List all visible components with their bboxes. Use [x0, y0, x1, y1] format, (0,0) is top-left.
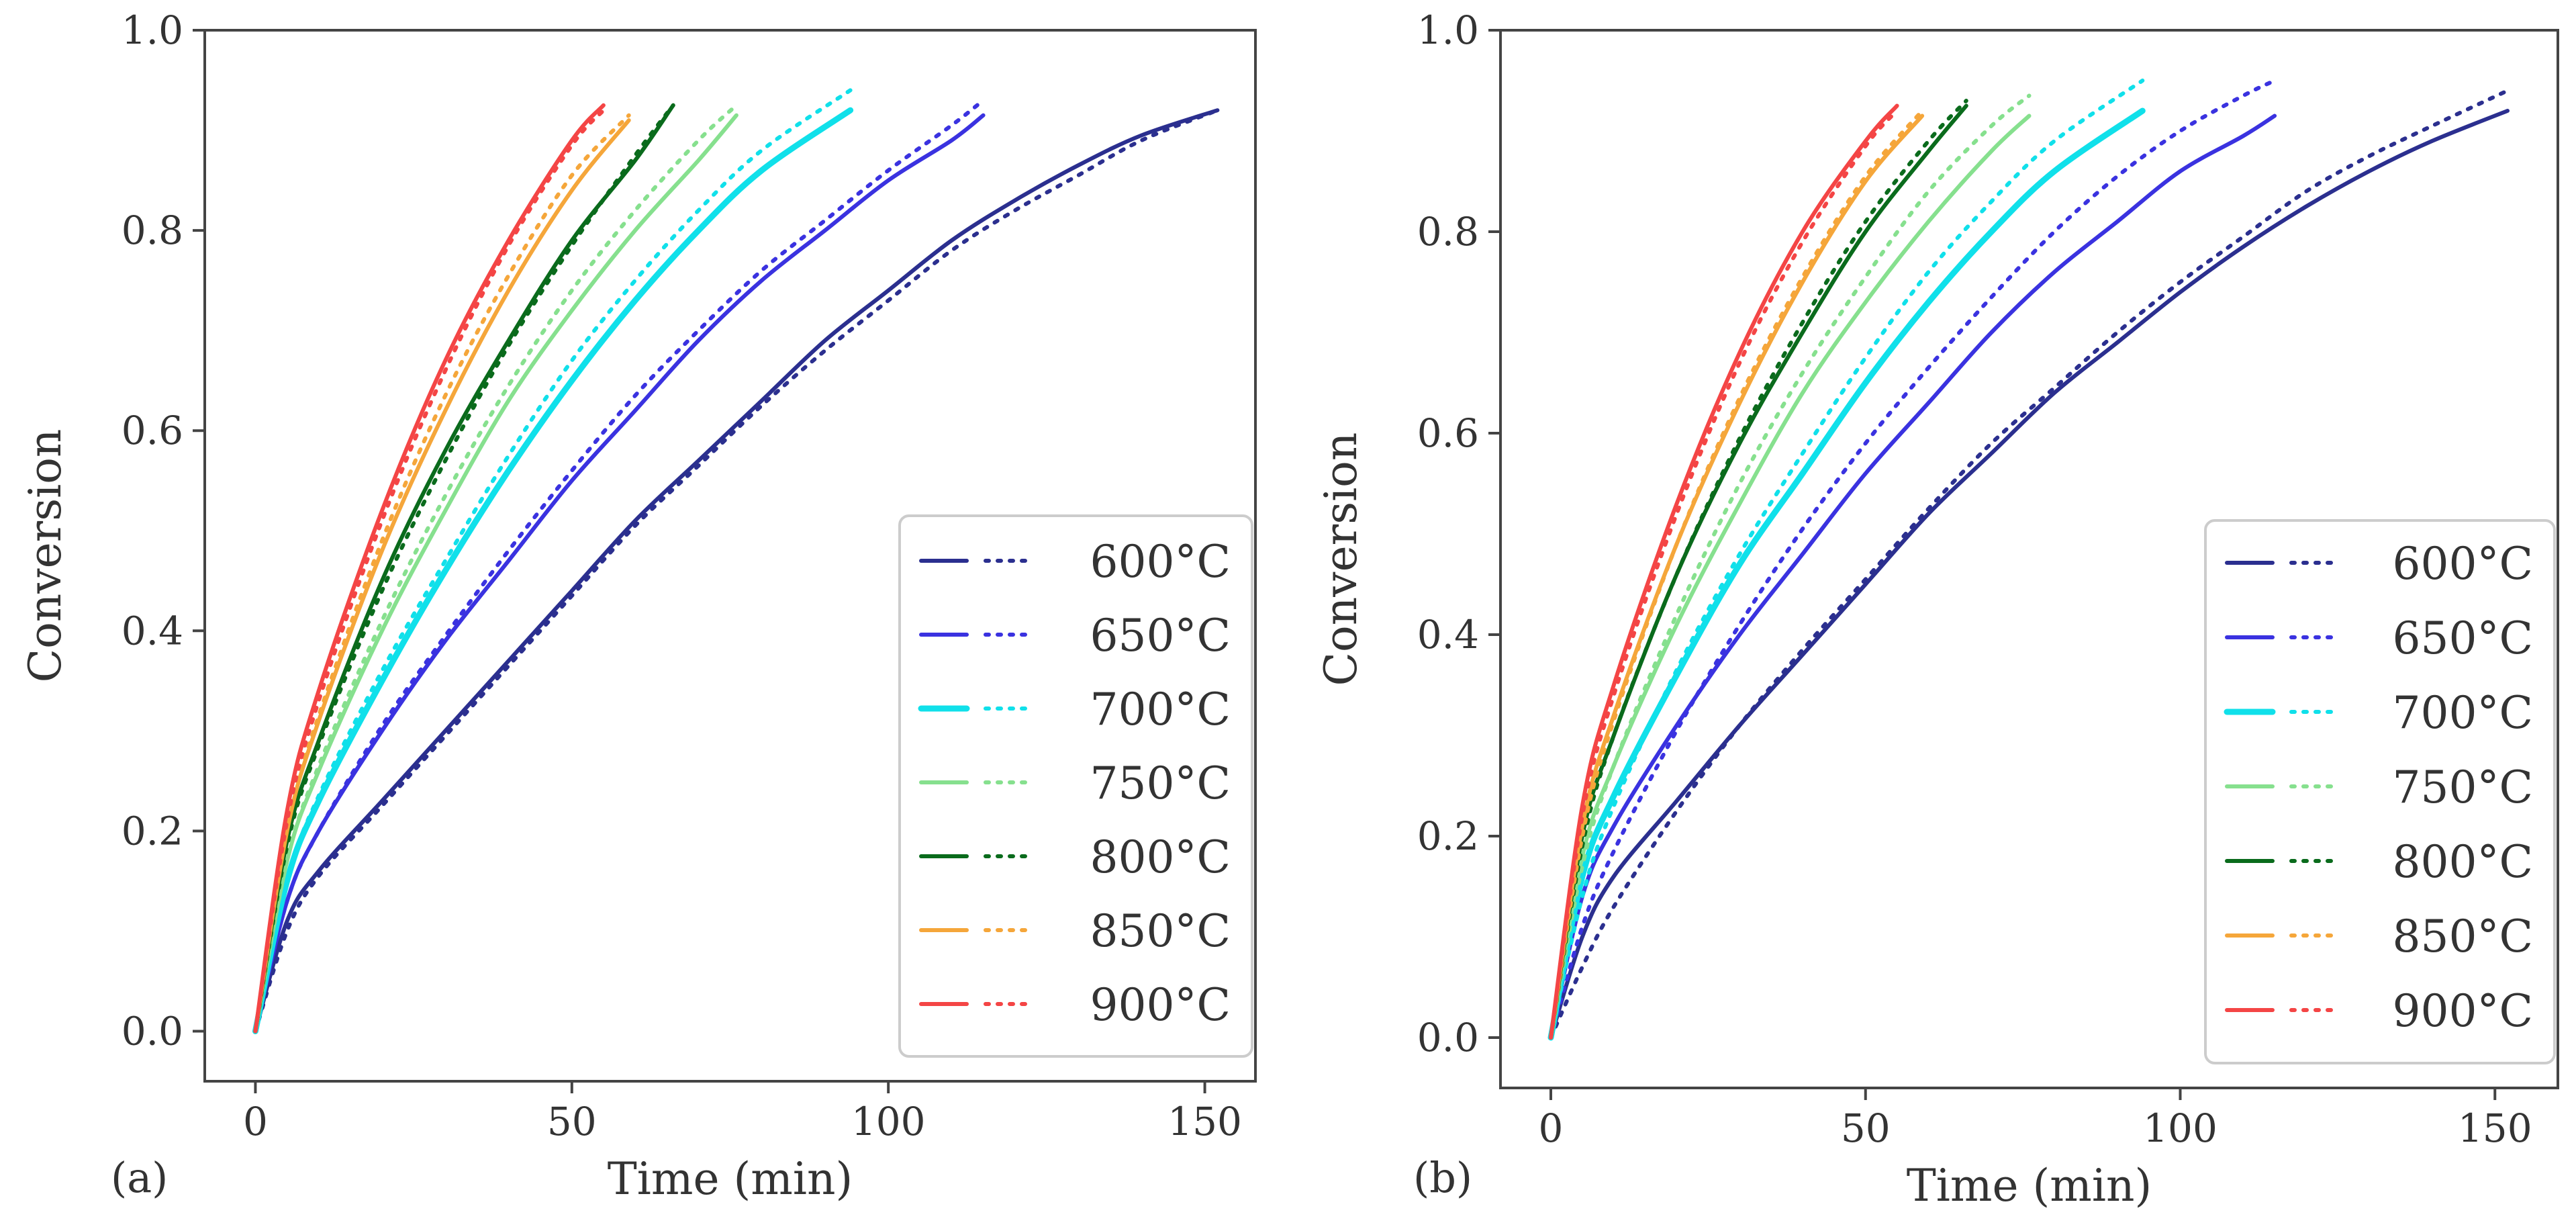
series-line-700-model — [253, 88, 853, 1034]
series-line-800-model — [1549, 99, 1968, 1040]
plot-frame — [203, 29, 1257, 1083]
series-line-850-model — [1549, 109, 1925, 1040]
x-tick-label: 50 — [1841, 1105, 1891, 1151]
series-line-750-exp — [253, 113, 738, 1034]
legend-label: 750°C — [1090, 758, 1231, 809]
series-line-650-exp — [1549, 113, 2277, 1040]
x-tick-label: 100 — [851, 1099, 926, 1144]
panel-tag: (b) — [1413, 1153, 1472, 1202]
y-axis-label: Conversion — [19, 429, 71, 683]
series-line-650-model — [253, 98, 986, 1034]
series-line-600-exp — [1549, 109, 2510, 1040]
x-tick-label: 0 — [1539, 1105, 1564, 1151]
series-line-900-exp — [1549, 103, 1899, 1040]
series-line-850-exp — [253, 118, 631, 1034]
series-line-800-exp — [1549, 103, 1968, 1040]
legend-label: 800°C — [1090, 831, 1231, 883]
legend-label: 750°C — [2393, 762, 2533, 813]
series-line-750-model — [253, 103, 738, 1034]
series-line-900-model — [1549, 109, 1899, 1040]
series-line-700-exp — [1547, 107, 2146, 1041]
legend-label: 600°C — [1090, 536, 1231, 588]
panel-b: 0 50 100 150 0.0 0.2 0.4 0.6 0.8 1.0 Time (min) Con… — [1315, 7, 2559, 1212]
series-line-700-exp — [252, 107, 854, 1034]
legend: 600°C 650°C 700°C 750°C 800°C 850°C 900°C — [2204, 519, 2556, 1064]
series-line-600-model — [253, 108, 1220, 1034]
legend-label: 850°C — [2393, 911, 2533, 962]
y-tick-label: 0.2 — [122, 808, 183, 854]
legend-label: 850°C — [1090, 905, 1231, 957]
series-line-850-exp — [1549, 113, 1925, 1040]
plot-frame — [1499, 29, 2559, 1089]
series-line-650-exp — [253, 113, 986, 1034]
legend-label: 900°C — [1090, 979, 1231, 1031]
legend-label: 800°C — [2393, 836, 2533, 888]
x-axis-label: Time (min) — [608, 1153, 853, 1205]
legend-label: 700°C — [2393, 687, 2533, 739]
x-tick-label: 100 — [2143, 1105, 2217, 1151]
y-tick-label: 0.6 — [122, 408, 183, 453]
x-axis-label: Time (min) — [1907, 1160, 2152, 1212]
y-tick-label: 0.8 — [1417, 209, 1479, 255]
y-tick-label: 0.8 — [122, 208, 183, 253]
series-line-600-model — [1549, 89, 2510, 1040]
panel-a: 0 50 100 150 0.0 0.2 0.4 0.6 0.8 1.0 Time (min) Con… — [19, 7, 1257, 1205]
legend: 600°C 650°C 700°C 750°C 800°C 850°C 900°C — [898, 514, 1253, 1058]
legend-label: 700°C — [1090, 684, 1231, 735]
y-tick-label: 0.4 — [1417, 612, 1479, 657]
series-line-750-model — [1549, 93, 2032, 1040]
panel-tag: (a) — [111, 1153, 168, 1202]
series-line-800-model — [253, 103, 675, 1034]
legend-box — [898, 514, 1253, 1058]
curves — [252, 88, 1220, 1034]
y-tick-label: 0.6 — [1417, 410, 1479, 456]
y-axis-label: Conversion — [1315, 432, 1367, 686]
curves — [1547, 79, 2510, 1041]
x-tick-label: 50 — [547, 1099, 597, 1144]
y-tick-label: 0.2 — [1417, 813, 1479, 859]
series-line-650-model — [1549, 79, 2277, 1040]
x-tick-label: 150 — [2458, 1105, 2532, 1151]
y-tick-label: 0.0 — [1417, 1015, 1479, 1060]
legend-label: 600°C — [2393, 538, 2533, 590]
y-tick-label: 1.0 — [122, 7, 183, 53]
legend-label: 900°C — [2393, 985, 2533, 1037]
x-tick-label: 0 — [243, 1099, 268, 1144]
series-line-700-model — [1549, 79, 2145, 1040]
y-tick-label: 1.0 — [1417, 7, 1479, 53]
series-line-900-model — [253, 108, 606, 1034]
series-line-600-exp — [253, 108, 1220, 1034]
legend-box — [2204, 519, 2556, 1064]
series-line-800-exp — [253, 103, 675, 1034]
y-tick-label: 0.4 — [122, 608, 183, 653]
legend-label: 650°C — [2393, 612, 2533, 664]
series-line-750-exp — [1549, 113, 2032, 1040]
x-tick-label: 150 — [1167, 1099, 1242, 1144]
y-tick-label: 0.0 — [122, 1008, 183, 1054]
legend-label: 650°C — [1090, 610, 1231, 662]
